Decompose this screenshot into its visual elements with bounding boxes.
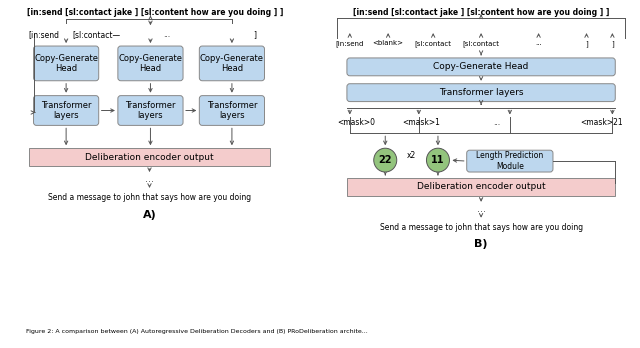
- FancyBboxPatch shape: [199, 96, 264, 125]
- Text: Transformer
layers: Transformer layers: [41, 101, 92, 120]
- FancyBboxPatch shape: [33, 96, 99, 125]
- FancyBboxPatch shape: [118, 96, 183, 125]
- Text: ]: ]: [585, 40, 588, 47]
- Text: <mask>0: <mask>0: [337, 118, 375, 127]
- Text: 22: 22: [378, 155, 392, 165]
- Text: [in:send: [in:send: [29, 30, 60, 39]
- Text: Deliberation encoder output: Deliberation encoder output: [85, 153, 214, 161]
- Text: [sl:contact: [sl:contact: [415, 40, 452, 47]
- Text: Transformer
layers: Transformer layers: [125, 101, 176, 120]
- Text: [in:send [sl:contact jake ] [sl:content how are you doing ] ]: [in:send [sl:contact jake ] [sl:content …: [27, 8, 284, 17]
- Text: ···: ···: [477, 207, 486, 217]
- Text: Copy-Generate Head: Copy-Generate Head: [433, 62, 529, 71]
- Text: Send a message to john that says how are you doing: Send a message to john that says how are…: [48, 193, 251, 202]
- FancyBboxPatch shape: [347, 84, 615, 102]
- FancyBboxPatch shape: [467, 150, 553, 172]
- Text: Figure 2: A comparison between (A) Autoregressive Deliberation Decoders and (B) : Figure 2: A comparison between (A) Autor…: [26, 329, 367, 334]
- Text: ...: ...: [493, 118, 500, 127]
- FancyBboxPatch shape: [199, 46, 264, 81]
- Text: ···: ···: [145, 177, 154, 187]
- Text: [sl:contact—: [sl:contact—: [73, 30, 121, 39]
- Text: [sl:contact: [sl:contact: [463, 40, 500, 47]
- Text: ]: ]: [253, 30, 256, 39]
- Text: <blank>: <blank>: [372, 40, 404, 46]
- Text: Send a message to john that says how are you doing: Send a message to john that says how are…: [380, 223, 582, 232]
- FancyBboxPatch shape: [33, 46, 99, 81]
- Text: <mask>1: <mask>1: [403, 118, 440, 127]
- Text: Copy-Generate
Head: Copy-Generate Head: [118, 54, 182, 73]
- FancyBboxPatch shape: [118, 46, 183, 81]
- Text: Copy-Generate
Head: Copy-Generate Head: [34, 54, 98, 73]
- FancyBboxPatch shape: [347, 58, 615, 76]
- Text: Copy-Generate
Head: Copy-Generate Head: [200, 54, 264, 73]
- Text: x2: x2: [407, 151, 416, 160]
- Text: Length Prediction
Module: Length Prediction Module: [476, 151, 543, 171]
- Bar: [29, 148, 270, 166]
- Text: [in:send [sl:contact jake ] [sl:content how are you doing ] ]: [in:send [sl:contact jake ] [sl:content …: [353, 8, 609, 17]
- Text: [in:send: [in:send: [335, 40, 364, 47]
- Text: ]: ]: [611, 40, 614, 47]
- Text: Transformer
layers: Transformer layers: [207, 101, 257, 120]
- Text: ...: ...: [535, 40, 542, 46]
- Text: Deliberation encoder output: Deliberation encoder output: [417, 182, 545, 191]
- Text: B): B): [474, 239, 488, 250]
- Bar: [347, 178, 615, 196]
- Text: Transformer layers: Transformer layers: [439, 88, 524, 97]
- Text: <mask>21: <mask>21: [580, 118, 623, 127]
- Text: A): A): [143, 210, 156, 220]
- Text: 11: 11: [431, 155, 445, 165]
- Circle shape: [374, 148, 397, 172]
- Text: ...: ...: [163, 30, 170, 39]
- Circle shape: [426, 148, 449, 172]
